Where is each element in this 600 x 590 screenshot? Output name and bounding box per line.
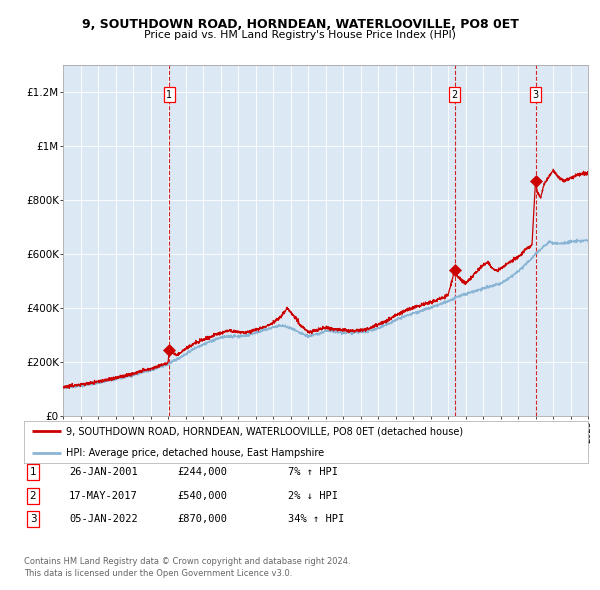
Text: £244,000: £244,000	[177, 467, 227, 477]
Text: £540,000: £540,000	[177, 491, 227, 500]
Text: 9, SOUTHDOWN ROAD, HORNDEAN, WATERLOOVILLE, PO8 0ET: 9, SOUTHDOWN ROAD, HORNDEAN, WATERLOOVIL…	[82, 18, 518, 31]
Text: 3: 3	[533, 90, 539, 100]
Text: HPI: Average price, detached house, East Hampshire: HPI: Average price, detached house, East…	[66, 448, 325, 457]
Text: 34% ↑ HPI: 34% ↑ HPI	[288, 514, 344, 524]
Text: 2% ↓ HPI: 2% ↓ HPI	[288, 491, 338, 500]
Text: 2: 2	[452, 90, 458, 100]
Text: 1: 1	[166, 90, 172, 100]
Text: 7% ↑ HPI: 7% ↑ HPI	[288, 467, 338, 477]
Text: This data is licensed under the Open Government Licence v3.0.: This data is licensed under the Open Gov…	[24, 569, 292, 578]
Text: 05-JAN-2022: 05-JAN-2022	[69, 514, 138, 524]
Text: 1: 1	[29, 467, 37, 477]
Text: 3: 3	[29, 514, 37, 524]
Text: 17-MAY-2017: 17-MAY-2017	[69, 491, 138, 500]
Text: £870,000: £870,000	[177, 514, 227, 524]
Text: Contains HM Land Registry data © Crown copyright and database right 2024.: Contains HM Land Registry data © Crown c…	[24, 557, 350, 566]
Text: 26-JAN-2001: 26-JAN-2001	[69, 467, 138, 477]
Text: Price paid vs. HM Land Registry's House Price Index (HPI): Price paid vs. HM Land Registry's House …	[144, 30, 456, 40]
Text: 2: 2	[29, 491, 37, 500]
Text: 9, SOUTHDOWN ROAD, HORNDEAN, WATERLOOVILLE, PO8 0ET (detached house): 9, SOUTHDOWN ROAD, HORNDEAN, WATERLOOVIL…	[66, 427, 463, 436]
